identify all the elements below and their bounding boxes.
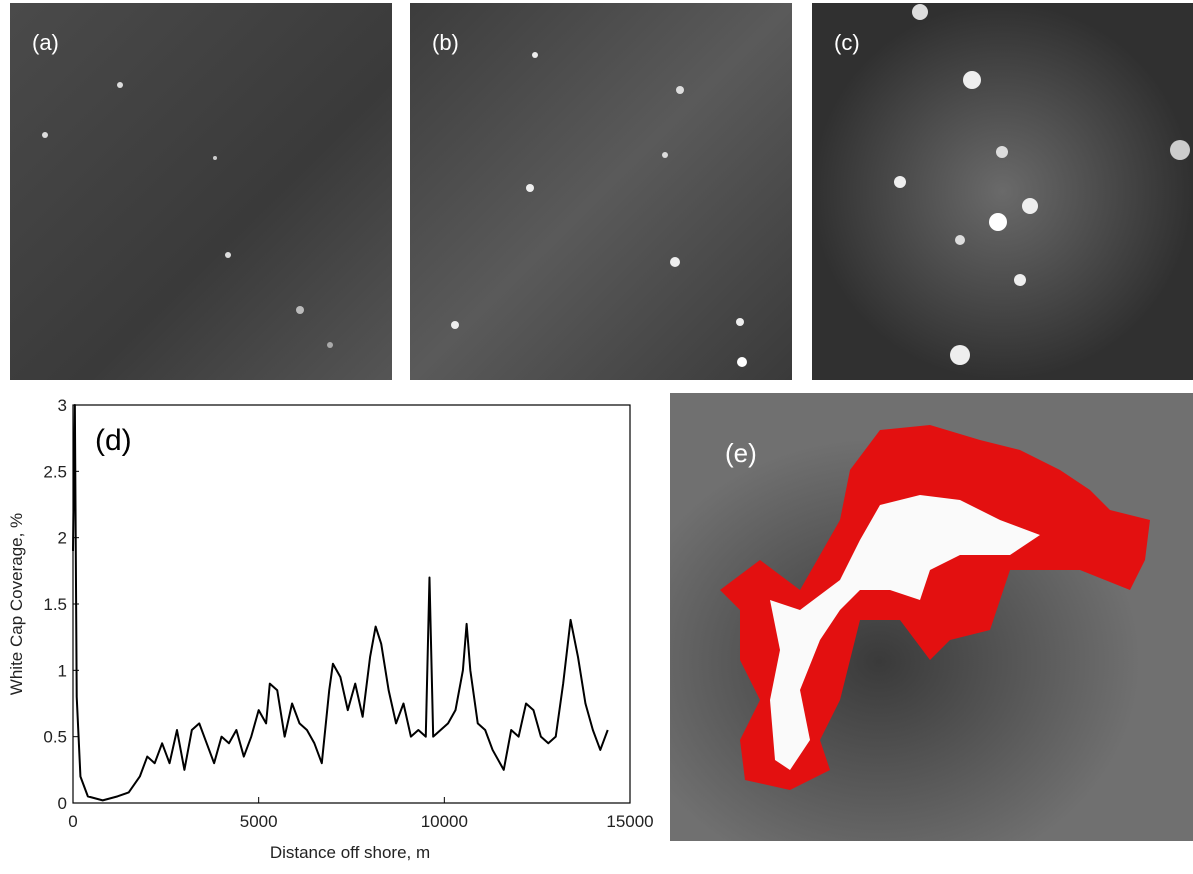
panel-label: (d) [95, 424, 132, 457]
x-tick-label: 10000 [421, 812, 468, 831]
line-chart: (d) Distance off shore, m White Cap Cove… [7, 396, 654, 862]
photo-b: (b) [410, 3, 792, 380]
y-tick-label: 3 [58, 396, 67, 415]
photo-c: (c) [812, 3, 1193, 380]
photo-a: (a) [10, 3, 392, 380]
panel-label: (e) [725, 438, 757, 468]
panel-label: (b) [432, 30, 459, 55]
y-tick-label: 1 [58, 661, 67, 680]
data-line [72, 404, 609, 802]
panel-label: (a) [32, 30, 59, 55]
y-tick-label: 0 [58, 794, 67, 813]
y-tick-label: 2.5 [43, 462, 67, 481]
y-tick-label: 2 [58, 529, 67, 548]
photo-e: (e) [670, 393, 1193, 841]
x-axis-label: Distance off shore, m [270, 843, 430, 862]
x-tick-label: 5000 [240, 812, 278, 831]
x-tick-label: 15000 [606, 812, 653, 831]
panel-label: (c) [834, 30, 860, 55]
x-tick-label: 0 [68, 812, 77, 831]
y-axis-label: White Cap Coverage, % [7, 513, 26, 695]
y-tick-label: 1.5 [43, 595, 67, 614]
plot-frame [72, 404, 631, 804]
y-tick-label: 0.5 [43, 728, 67, 747]
